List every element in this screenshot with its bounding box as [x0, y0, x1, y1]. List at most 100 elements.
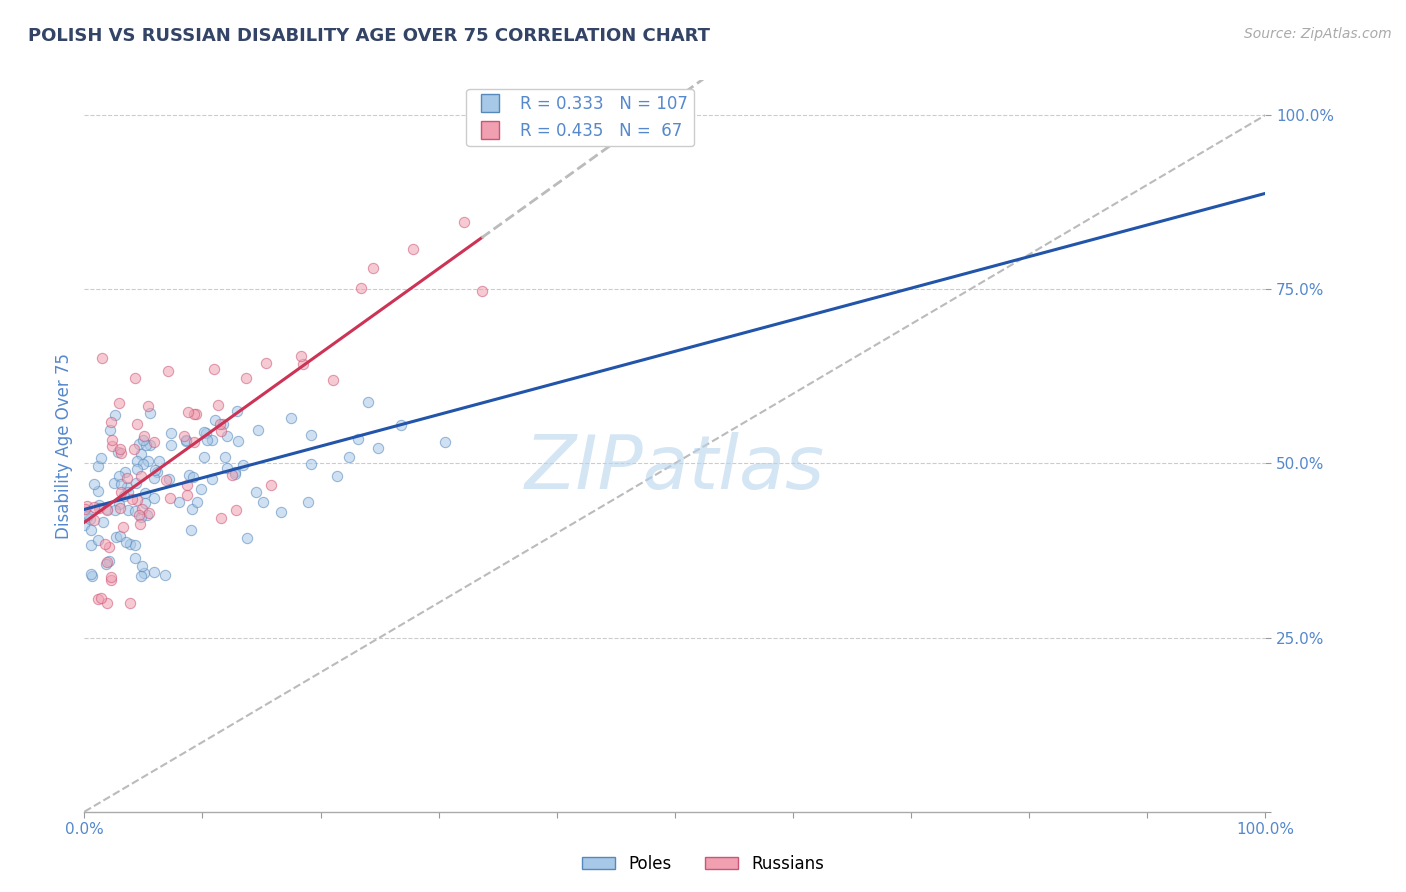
Point: [471, 284, 494, 298]
Point: [110, 476, 132, 491]
Point: [226, 434, 249, 448]
Point: [176, 478, 198, 492]
Point: [77, 508, 100, 523]
Point: [115, 534, 138, 549]
Point: [115, 471, 138, 485]
Point: [367, 442, 389, 456]
Point: [197, 433, 219, 447]
Point: [169, 495, 191, 509]
Point: [114, 466, 136, 480]
Point: [90, 591, 112, 605]
Point: [73, 502, 96, 516]
Point: [90, 450, 112, 465]
Point: [124, 551, 146, 566]
Point: [108, 500, 131, 515]
Point: [83, 512, 105, 526]
Point: [118, 596, 141, 610]
Point: [132, 457, 155, 471]
Point: [128, 508, 150, 523]
Point: [89, 498, 111, 512]
Point: [131, 559, 153, 574]
Point: [124, 538, 146, 552]
Point: [91, 351, 114, 366]
Point: [135, 438, 157, 452]
Point: [174, 434, 197, 449]
Point: [224, 467, 246, 482]
Point: [356, 395, 378, 409]
Point: [124, 504, 146, 518]
Point: [347, 432, 370, 446]
Point: [122, 442, 145, 456]
Y-axis label: Disability Age Over 75: Disability Age Over 75: [55, 353, 73, 539]
Legend: R = 0.333   N = 107, R = 0.435   N =  67: R = 0.333 N = 107, R = 0.435 N = 67: [467, 88, 695, 146]
Point: [80, 538, 103, 552]
Point: [87, 501, 110, 516]
Point: [100, 415, 122, 429]
Point: [98, 554, 121, 568]
Text: Source: ZipAtlas.com: Source: ZipAtlas.com: [1244, 27, 1392, 41]
Point: [224, 465, 246, 479]
Point: [177, 405, 200, 419]
Point: [211, 417, 233, 431]
Point: [155, 473, 177, 487]
Point: [214, 450, 236, 465]
Point: [96, 503, 118, 517]
Point: [108, 529, 131, 543]
Point: [160, 438, 183, 452]
Point: [131, 433, 153, 447]
Point: [83, 476, 105, 491]
Point: [124, 371, 146, 385]
Point: [215, 461, 238, 475]
Point: [183, 435, 205, 450]
Point: [104, 408, 127, 422]
Point: [117, 485, 139, 500]
Point: [100, 569, 122, 583]
Legend: Poles, Russians: Poles, Russians: [575, 848, 831, 880]
Point: [186, 495, 208, 509]
Point: [108, 442, 131, 456]
Point: [87, 484, 110, 499]
Point: [225, 404, 247, 418]
Point: [129, 510, 152, 524]
Point: [94, 537, 117, 551]
Point: [131, 502, 153, 516]
Point: [221, 468, 243, 483]
Point: [260, 477, 283, 491]
Point: [83, 500, 105, 514]
Point: [108, 496, 131, 510]
Point: [207, 398, 229, 412]
Point: [337, 450, 360, 464]
Point: [96, 502, 118, 516]
Point: [180, 523, 202, 537]
Point: [174, 433, 197, 447]
Point: [132, 429, 155, 443]
Point: [105, 530, 128, 544]
Point: [117, 480, 139, 494]
Point: [80, 523, 103, 537]
Point: [125, 454, 148, 468]
Point: [183, 407, 205, 421]
Point: [209, 417, 232, 431]
Point: [125, 493, 148, 508]
Point: [217, 429, 239, 443]
Point: [204, 413, 226, 427]
Point: [80, 569, 103, 583]
Point: [350, 281, 373, 295]
Point: [76, 499, 98, 513]
Point: [247, 423, 270, 437]
Point: [301, 428, 323, 442]
Point: [280, 411, 302, 425]
Point: [322, 373, 344, 387]
Point: [100, 433, 122, 447]
Point: [453, 214, 475, 228]
Point: [121, 492, 143, 507]
Point: [134, 485, 156, 500]
Point: [433, 435, 456, 450]
Point: [107, 444, 129, 458]
Point: [180, 502, 202, 516]
Point: [100, 440, 122, 454]
Point: [209, 424, 232, 438]
Point: [270, 505, 292, 519]
Point: [139, 406, 162, 420]
Point: [86, 591, 108, 606]
